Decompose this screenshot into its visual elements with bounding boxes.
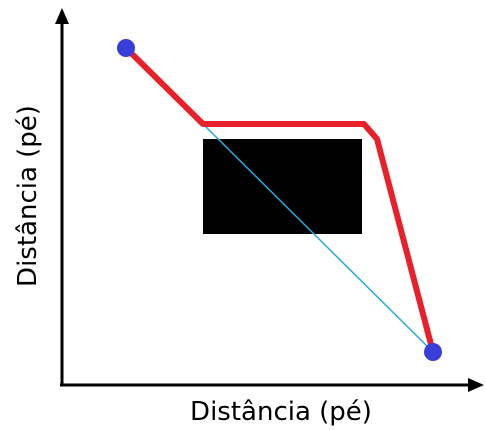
route-path	[123, 45, 436, 355]
x-axis-label: Distância (pé)	[190, 397, 372, 427]
y-axis-label: Distância (pé)	[13, 105, 43, 287]
y-axis-arrow-icon	[55, 8, 69, 24]
end-point	[424, 343, 442, 361]
x-axis-arrow-icon	[468, 378, 484, 392]
obstacle-rectangle	[203, 139, 362, 234]
direct-line	[202, 123, 434, 353]
start-point	[117, 39, 135, 57]
